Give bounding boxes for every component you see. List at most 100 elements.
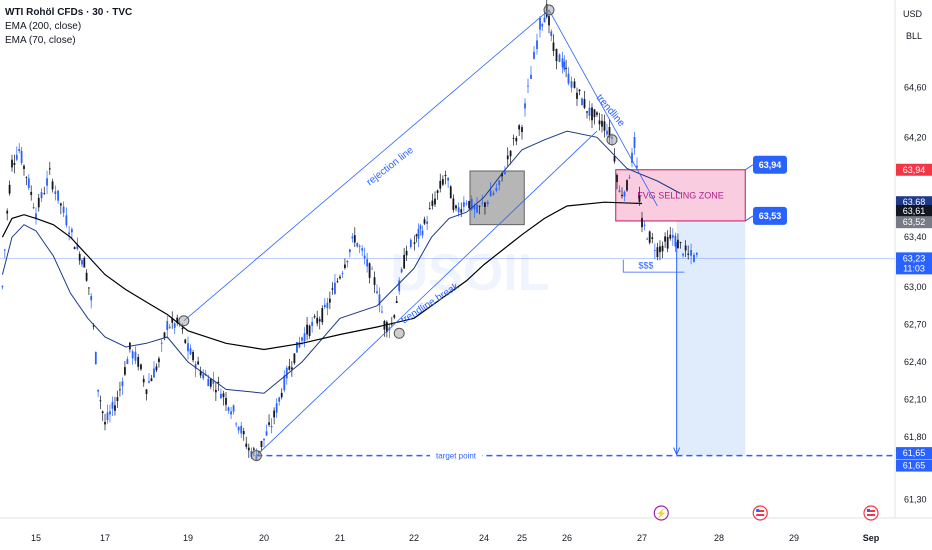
candle-body: [283, 375, 286, 391]
ema70-line[interactable]: [1, 130, 681, 394]
fvg-selling-zone[interactable]: [615, 169, 746, 222]
candle-body: [92, 325, 95, 327]
candle-body: [341, 273, 344, 275]
candle-body: [62, 206, 65, 213]
candle-body: [145, 389, 148, 395]
candle-body: [405, 250, 408, 256]
rejection-line[interactable]: [183, 9, 550, 322]
candle-body: [363, 255, 366, 259]
down-trendline[interactable]: [548, 9, 658, 207]
candle-body: [509, 150, 512, 157]
candle-body: [116, 397, 119, 402]
candle-body: [76, 244, 79, 250]
price-tick-label: 64,60: [904, 82, 927, 92]
candle-body: [552, 42, 555, 52]
axis-price-badge-label: 61,65: [903, 461, 926, 471]
candle-body: [3, 249, 6, 251]
candle-body: [413, 242, 416, 244]
event-us-flag-icon[interactable]: [752, 505, 768, 521]
candle-body: [586, 111, 588, 113]
date-tick-label: 28: [714, 533, 724, 543]
pivot-marker[interactable]: [250, 450, 262, 462]
candle-body: [318, 319, 321, 322]
candle-body: [227, 407, 230, 411]
candle-body: [373, 277, 376, 285]
candle-body: [158, 358, 160, 363]
candle-body: [37, 197, 40, 208]
candle-body: [306, 324, 308, 335]
unit-label[interactable]: BLL: [905, 31, 922, 41]
candle-body: [570, 81, 573, 88]
candle-body: [565, 67, 567, 69]
candle-body: [6, 210, 9, 214]
price-tick-label: 64,20: [904, 132, 927, 142]
candle-body: [313, 316, 316, 318]
candle-body: [533, 51, 535, 59]
symbol-title[interactable]: WTI Rohöl CFDs · 30 · TVC: [5, 7, 133, 18]
pivot-marker[interactable]: [543, 4, 555, 16]
candle-body: [237, 426, 240, 431]
candle-body: [150, 378, 153, 382]
candle-body: [235, 423, 238, 425]
candle-body: [378, 294, 381, 306]
trendline-break-line[interactable]: [256, 130, 598, 456]
candle-body: [131, 351, 134, 359]
candle-body: [308, 325, 311, 336]
pivot-marker[interactable]: [393, 327, 405, 339]
candle-body: [90, 295, 93, 301]
candle-body: [669, 234, 672, 239]
pivot-marker[interactable]: [606, 134, 618, 146]
candle-body: [230, 411, 232, 415]
candle-body: [684, 245, 687, 251]
event-lightning-icon[interactable]: [653, 505, 669, 521]
candle-body: [214, 389, 217, 393]
zone-callout-label: 63,94: [759, 160, 782, 170]
ema200-line[interactable]: [1, 201, 643, 351]
candle-body: [358, 245, 361, 247]
pivot-marker[interactable]: [178, 315, 190, 327]
candle-body: [506, 155, 509, 160]
price-tick-label: 61,30: [904, 494, 927, 504]
candle-body: [651, 237, 654, 239]
candle-body: [606, 130, 608, 135]
candle-body: [426, 221, 429, 224]
axis-price-badge-label: 63,23: [903, 253, 926, 263]
candle-body: [270, 426, 273, 428]
candle-body: [398, 280, 401, 292]
candle-body: [524, 103, 526, 109]
candle-body: [504, 172, 506, 174]
ema70-legend[interactable]: EMA (70, close): [5, 35, 76, 46]
candle-body: [656, 247, 659, 258]
candle-body: [176, 317, 179, 323]
zone-callout[interactable]: [753, 206, 787, 225]
candle-body: [212, 380, 215, 384]
target-label: target point: [436, 452, 477, 461]
date-tick-label: 24: [479, 533, 489, 543]
ema200-legend[interactable]: EMA (200, close): [5, 21, 82, 32]
date-tick-label: Sep: [863, 533, 880, 543]
candle-body: [603, 121, 606, 131]
event-us-flag-icon[interactable]: [863, 505, 879, 521]
candle-body: [273, 410, 276, 418]
event-icon-glyph: ⚡: [656, 508, 667, 520]
candle-body: [104, 421, 106, 425]
watermark: USOIL: [391, 244, 550, 302]
candle-body: [245, 443, 248, 447]
candle-body: [381, 311, 383, 313]
candle-body: [489, 190, 492, 197]
candle-body: [46, 178, 48, 186]
candle-body: [197, 361, 200, 365]
candle-body: [567, 73, 570, 84]
candle-body: [275, 403, 278, 413]
consolidation-box[interactable]: [469, 170, 525, 226]
candle-body: [671, 235, 674, 238]
candle-body: [168, 326, 171, 328]
currency-label[interactable]: USD: [902, 9, 922, 19]
candle-body: [646, 238, 649, 240]
date-tick-label: 27: [637, 533, 647, 543]
candle-body: [8, 184, 11, 194]
candle-body: [682, 253, 684, 256]
candle-body: [664, 236, 666, 242]
zone-callout[interactable]: [753, 155, 787, 174]
